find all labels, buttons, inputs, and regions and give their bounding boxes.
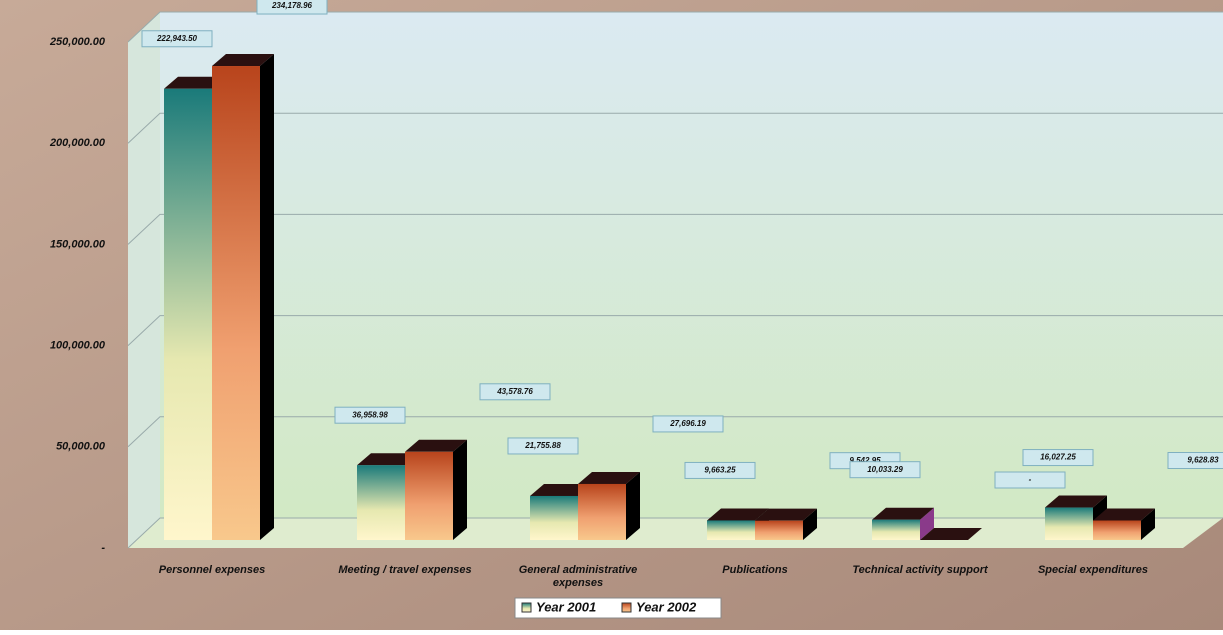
x-tick-label: General administrative expenses [519,564,638,589]
bar-front [1093,520,1141,540]
y-tick-label: - [101,542,105,554]
bar-top [530,483,592,496]
bar [872,507,934,540]
value-label: 10,033.29 [867,465,903,474]
bar [920,528,982,540]
value-label-box [1022,449,1094,467]
grid-line [127,315,1223,346]
value-label-box [684,461,756,479]
grid-line [127,11,1223,43]
value-label: 9,628.83 [1187,456,1219,465]
bar-top [1045,495,1107,508]
back-wall [160,12,1223,518]
x-tick-label: Technical activity support [852,564,989,576]
value-label: 9,542.95 [849,456,881,465]
bar-top [707,508,769,521]
x-tick-label: Meeting / travel expenses [338,564,471,576]
y-tick-label: 150,000.00 [50,238,106,250]
bar-top [212,54,274,67]
value-label: 234,178.96 [271,1,313,10]
bar-front [357,465,405,540]
value-label-box [994,471,1066,489]
bar [405,439,467,540]
bar-front [755,520,803,540]
value-label: 43,578.76 [496,387,533,396]
legend-label: Year 2002 [636,599,697,614]
bar-top [1093,508,1155,521]
bar-front [530,495,578,540]
bar-top [405,439,467,452]
bar [578,471,640,540]
y-tick-label: 50,000.00 [56,441,106,453]
bar-front [212,66,260,540]
bar-front [872,519,920,540]
bar-top [578,471,640,484]
x-tick-label: Publications [722,564,787,576]
bar-front [405,451,453,540]
value-label: - [1029,475,1032,484]
bar-front [707,520,755,540]
value-label: 222,943.50 [156,34,198,43]
value-label: 21,755.88 [524,441,561,450]
value-label-box [652,415,724,433]
bar-front [164,88,212,540]
bar [1093,508,1155,540]
bar-side [803,508,817,540]
bar-side [260,54,274,540]
y-tick-label: 100,000.00 [50,340,106,352]
value-label-box [256,0,328,15]
bar-side [626,471,640,540]
value-label-box [479,383,551,401]
bar-top [357,453,419,466]
grid-line [127,416,1223,448]
side-wall [128,12,160,548]
x-tick-label: Special expenditures [1038,564,1148,576]
grid-line [127,112,1223,144]
value-label: 9,663.25 [704,466,736,475]
bar-side [453,439,467,540]
bar-top [872,507,934,520]
legend-swatch [621,602,632,613]
grid-line [127,213,1223,245]
bar-front [578,483,626,540]
value-label-box [334,406,406,424]
bar-top [920,528,982,540]
bar [212,54,274,540]
legend-label: Year 2001 [536,599,596,614]
value-label-box [1167,452,1223,470]
bar-top [164,76,226,89]
bar [755,508,817,540]
value-label-box [507,437,579,455]
y-tick-label: 200,000.00 [49,137,106,149]
bar-side [1141,508,1155,540]
x-tick-label: Personnel expenses [159,564,265,576]
y-tick-label: 250,000.00 [49,36,106,48]
legend-swatch [521,602,532,613]
bar-top [755,508,817,521]
value-label-box [141,30,213,48]
value-label-box [849,461,921,479]
value-label: 27,696.19 [669,419,706,428]
value-label: 36,958.98 [352,410,388,419]
grid-line [127,517,1223,549]
bar-front [1045,507,1093,540]
legend [514,597,722,619]
bar-side [920,507,934,540]
value-label: 16,027.25 [1040,453,1076,462]
